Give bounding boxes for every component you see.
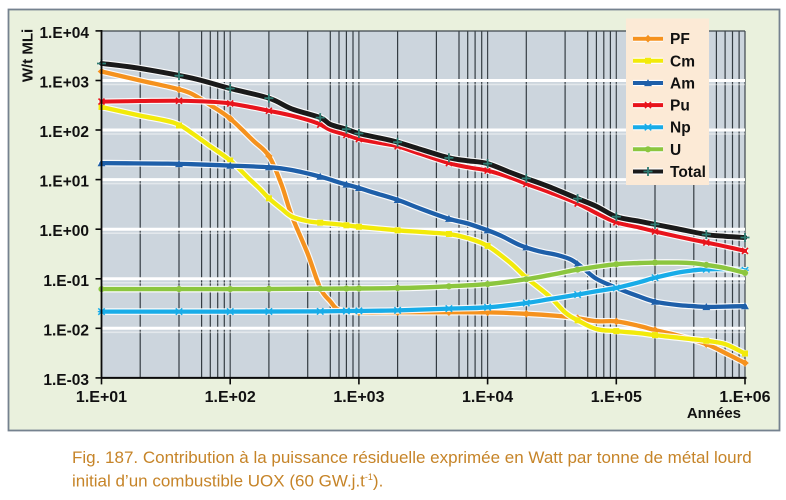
svg-text:1.E+03: 1.E+03 (333, 389, 384, 406)
svg-text:W/t MLi: W/t MLi (20, 29, 37, 82)
svg-text:1.E+01: 1.E+01 (39, 174, 89, 191)
svg-text:1.E+02: 1.E+02 (205, 389, 256, 406)
svg-text:1.E+02: 1.E+02 (39, 124, 89, 141)
svg-text:U: U (670, 142, 681, 159)
svg-text:1.E+03: 1.E+03 (39, 75, 89, 92)
svg-text:1.E-03: 1.E-03 (43, 372, 89, 389)
svg-text:Pu: Pu (670, 98, 690, 115)
svg-text:1.E-02: 1.E-02 (43, 322, 89, 339)
svg-text:Np: Np (670, 120, 691, 137)
svg-text:1.E+04: 1.E+04 (462, 389, 513, 406)
svg-text:Am: Am (670, 76, 695, 93)
svg-text:1.E+05: 1.E+05 (591, 389, 642, 406)
svg-text:1.E-01: 1.E-01 (43, 273, 89, 290)
svg-text:Cm: Cm (670, 53, 695, 70)
svg-text:1.E+00: 1.E+00 (39, 223, 89, 240)
svg-text:1.E+06: 1.E+06 (719, 389, 770, 406)
svg-text:PF: PF (670, 31, 690, 48)
svg-text:1.E+04: 1.E+04 (39, 25, 89, 42)
svg-text:Années: Années (687, 405, 741, 422)
svg-text:Total: Total (670, 164, 706, 181)
svg-text:1.E+01: 1.E+01 (76, 389, 127, 406)
